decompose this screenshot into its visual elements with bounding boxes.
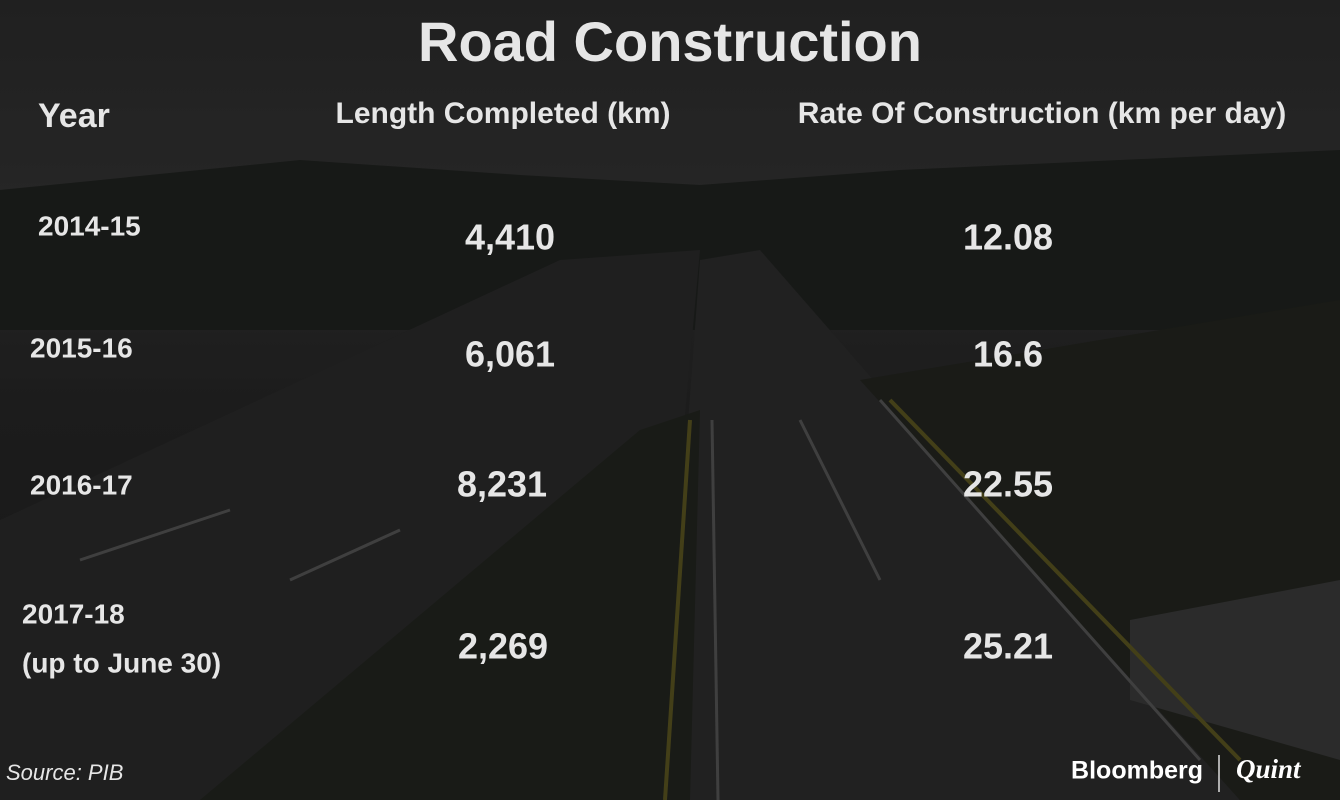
length-cell: 6,061	[465, 334, 555, 375]
length-cell: 4,410	[465, 217, 555, 258]
rate-cell: 12.08	[963, 217, 1053, 258]
year-cell: 2016-17	[30, 469, 133, 500]
source: Source: PIB	[6, 760, 123, 785]
brand-name: Quint	[1236, 754, 1302, 784]
rate-cell: 25.21	[963, 626, 1053, 667]
year-cell: 2014-15	[38, 210, 141, 241]
column-header: Year	[38, 97, 110, 135]
length-cell: 8,231	[457, 464, 547, 505]
year-cell: 2017-18	[22, 598, 125, 629]
rate-cell: 16.6	[973, 334, 1043, 375]
column-header: Rate Of Construction (km per day)	[798, 97, 1286, 130]
length-cell: 2,269	[458, 626, 548, 667]
year-note: (up to June 30)	[22, 647, 221, 678]
title: Road Construction	[418, 10, 922, 73]
year-cell: 2015-16	[30, 332, 133, 363]
brand-name: Bloomberg	[1071, 757, 1203, 785]
column-header: Length Completed (km)	[336, 97, 671, 130]
rate-cell: 22.55	[963, 464, 1053, 505]
